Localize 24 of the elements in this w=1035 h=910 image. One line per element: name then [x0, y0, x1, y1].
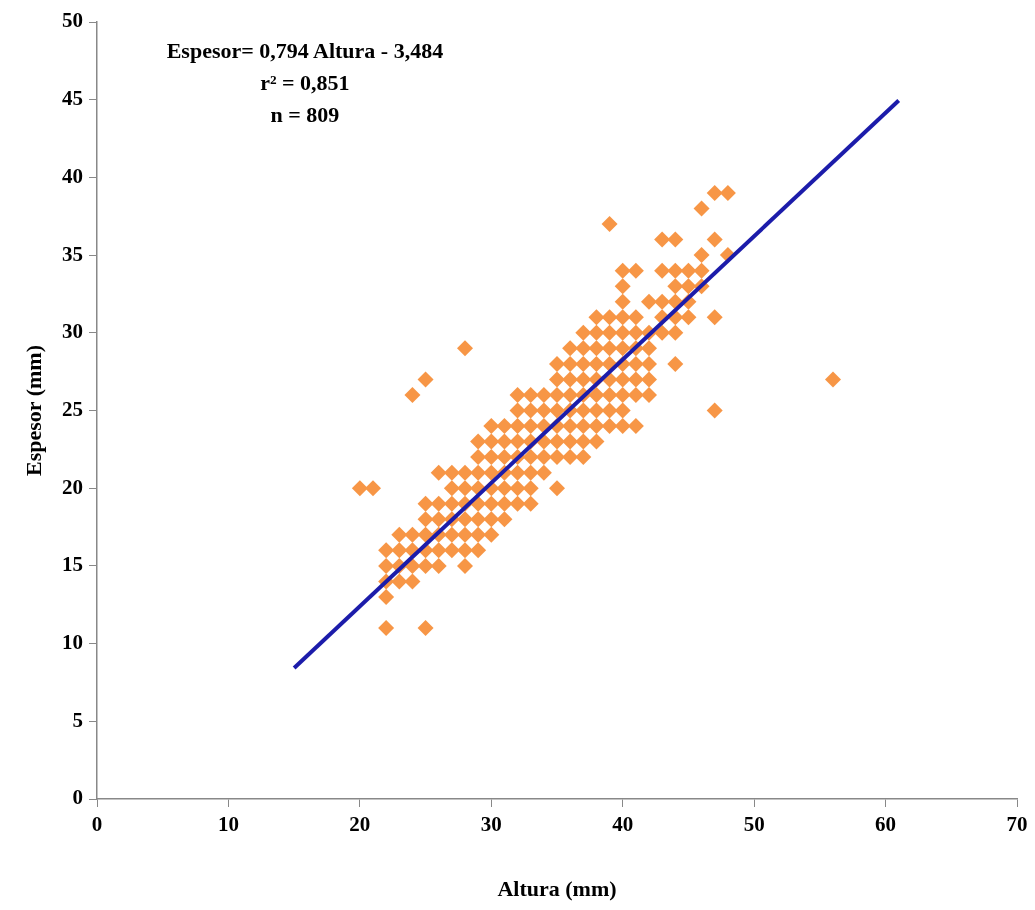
x-tick-label: 20	[349, 812, 371, 837]
x-tick-label: 60	[875, 812, 897, 837]
y-tick-label: 5	[72, 707, 83, 732]
y-tick-label: 15	[62, 552, 83, 577]
y-tick-label: 50	[62, 8, 83, 33]
x-tick-label: 0	[91, 812, 103, 837]
annotation: Espesor= 0,794 Altura - 3,484	[166, 37, 444, 63]
annotation: n = 809	[270, 101, 340, 127]
annotation: r² = 0,851	[260, 69, 350, 95]
x-tick-label: 70	[1006, 812, 1028, 837]
y-tick-label: 0	[72, 785, 83, 810]
y-tick-label: 30	[62, 319, 83, 344]
y-tick-label: 45	[62, 86, 83, 111]
x-axis-title: Altura (mm)	[497, 876, 617, 902]
y-tick-label: 20	[62, 474, 83, 499]
y-tick-label: 40	[62, 163, 83, 188]
x-tick-label: 40	[612, 812, 634, 837]
y-tick-label: 10	[62, 630, 83, 655]
x-tick-label: 10	[217, 812, 239, 837]
y-axis-title: Espesor (mm)	[20, 345, 46, 476]
x-tick-label: 30	[480, 812, 502, 837]
y-tick-label: 35	[62, 241, 83, 266]
x-tick-label: 50	[743, 812, 765, 837]
y-tick-label: 25	[62, 396, 83, 421]
